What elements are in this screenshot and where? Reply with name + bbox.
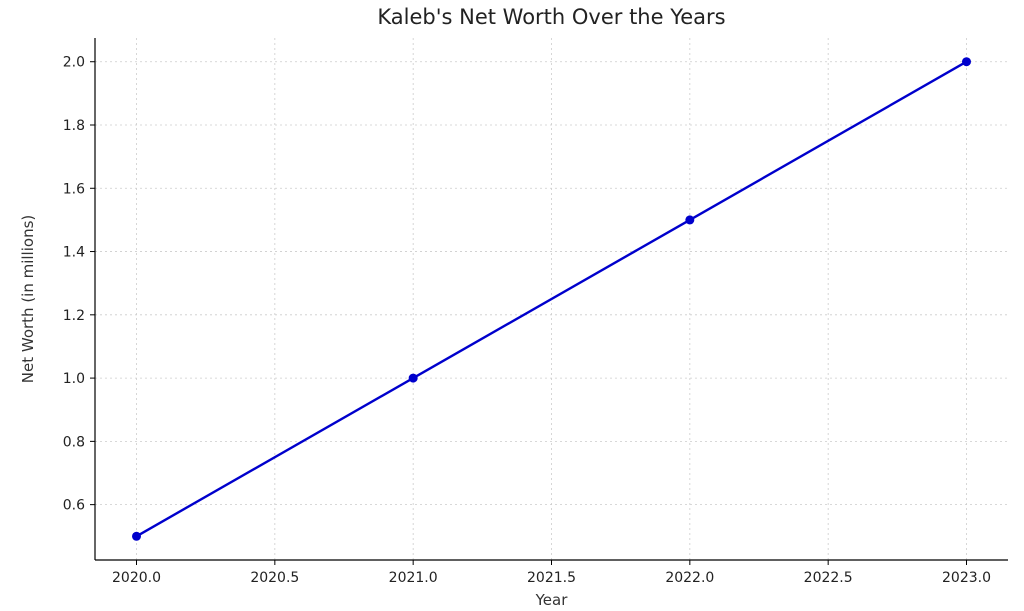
x-tick-label: 2020.0 bbox=[112, 570, 161, 586]
y-tick-label: 1.4 bbox=[63, 245, 85, 261]
x-tick-label: 2020.5 bbox=[250, 570, 299, 586]
data-marker bbox=[409, 374, 418, 383]
y-tick-label: 1.0 bbox=[63, 371, 85, 387]
x-tick-label: 2021.0 bbox=[389, 570, 438, 586]
x-tick-label: 2023.0 bbox=[942, 570, 991, 586]
data-marker bbox=[132, 532, 141, 541]
y-tick-label: 2.0 bbox=[63, 55, 85, 71]
x-tick-label: 2022.5 bbox=[804, 570, 853, 586]
x-tick-label: 2021.5 bbox=[527, 570, 576, 586]
networth-chart: 2020.0 2020.5 2021.0 2021.5 2022.0 2022.5 2023… bbox=[0, 0, 1024, 611]
x-tick-label: 2022.0 bbox=[665, 570, 714, 586]
y-tick-label: 0.6 bbox=[63, 498, 85, 514]
data-marker bbox=[685, 215, 694, 224]
y-tick-label: 1.2 bbox=[63, 308, 85, 324]
y-axis-label: Net Worth (in millions) bbox=[19, 215, 37, 383]
chart-svg: 2020.0 2020.5 2021.0 2021.5 2022.0 2022.5 2023… bbox=[0, 0, 1024, 611]
y-tick-label: 1.8 bbox=[63, 118, 85, 134]
chart-bg bbox=[0, 0, 1024, 611]
y-tick-label: 0.8 bbox=[63, 434, 85, 450]
data-marker bbox=[962, 57, 971, 66]
x-axis-label: Year bbox=[535, 591, 569, 609]
chart-title: Kaleb's Net Worth Over the Years bbox=[377, 5, 725, 29]
y-tick-label: 1.6 bbox=[63, 181, 85, 197]
